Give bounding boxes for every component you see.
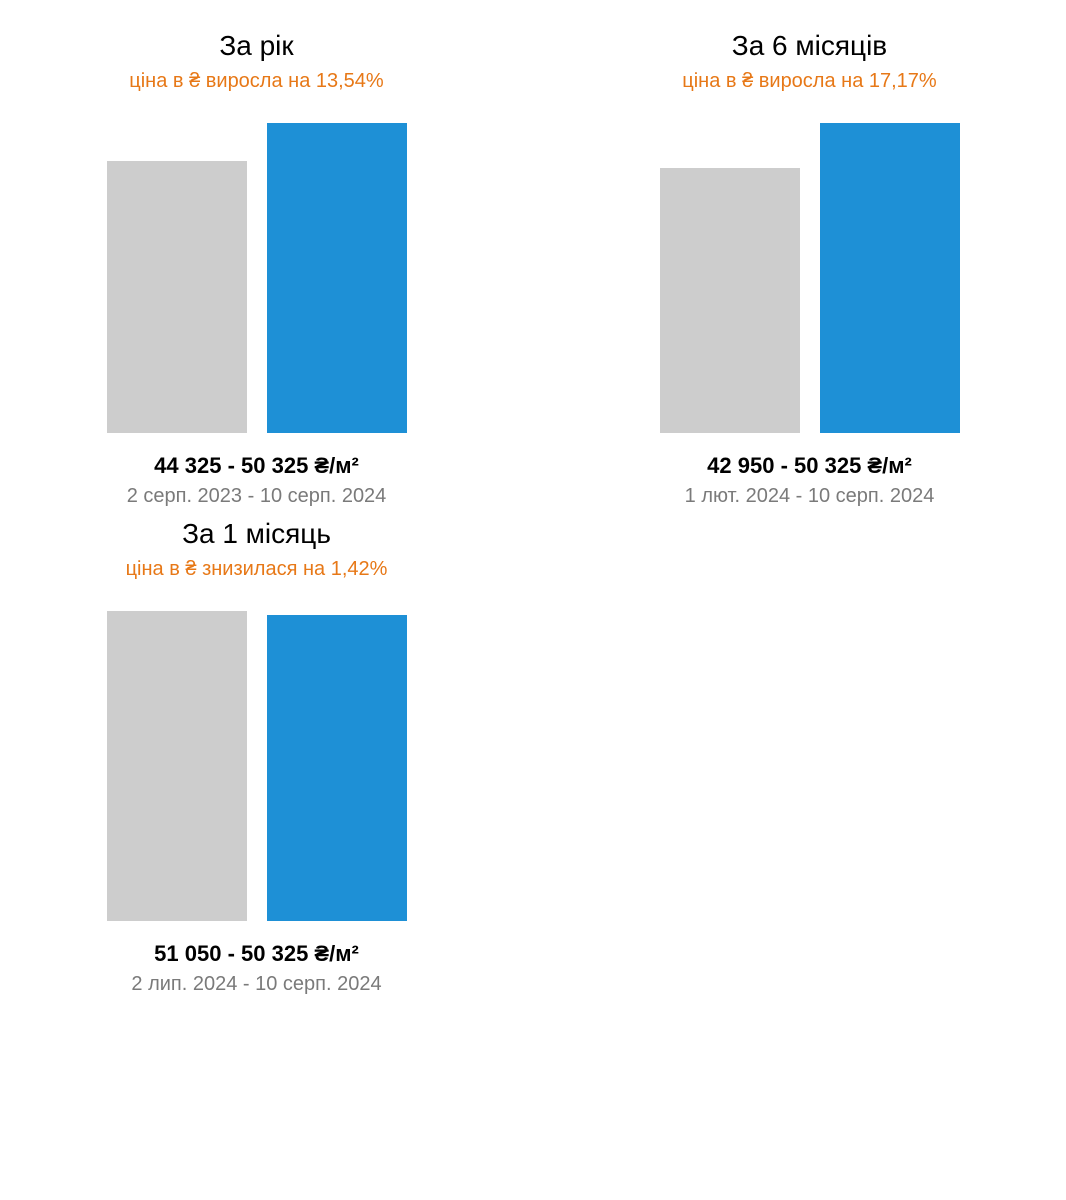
price-range: 51 050 - 50 325 ₴/м² <box>154 941 359 967</box>
panel-subtitle: ціна в ₴ виросла на 17,17% <box>682 70 936 93</box>
panel-subtitle: ціна в ₴ виросла на 13,54% <box>129 70 383 93</box>
panel-six-months: За 6 місяців ціна в ₴ виросла на 17,17% … <box>583 30 1036 508</box>
bar-previous <box>107 161 247 433</box>
price-range: 44 325 - 50 325 ₴/м² <box>154 453 359 479</box>
date-range: 2 серп. 2023 - 10 серп. 2024 <box>127 485 387 508</box>
bar-current <box>267 123 407 433</box>
price-range: 42 950 - 50 325 ₴/м² <box>707 453 912 479</box>
bar-previous <box>660 168 800 433</box>
panel-one-month: За 1 місяць ціна в ₴ знизилася на 1,42% … <box>30 518 483 996</box>
chart-area <box>650 123 970 433</box>
chart-area <box>97 123 417 433</box>
bar-current <box>267 615 407 921</box>
panels-grid: За рік ціна в ₴ виросла на 13,54% 44 325… <box>30 30 1036 996</box>
panel-title: За 6 місяців <box>732 30 887 62</box>
panel-year: За рік ціна в ₴ виросла на 13,54% 44 325… <box>30 30 483 508</box>
date-range: 1 лют. 2024 - 10 серп. 2024 <box>685 485 935 508</box>
chart-area <box>97 611 417 921</box>
bar-previous <box>107 611 247 921</box>
panel-title: За 1 місяць <box>182 518 331 550</box>
bar-current <box>820 123 960 433</box>
date-range: 2 лип. 2024 - 10 серп. 2024 <box>131 973 381 996</box>
panel-subtitle: ціна в ₴ знизилася на 1,42% <box>126 558 388 581</box>
panel-title: За рік <box>219 30 293 62</box>
